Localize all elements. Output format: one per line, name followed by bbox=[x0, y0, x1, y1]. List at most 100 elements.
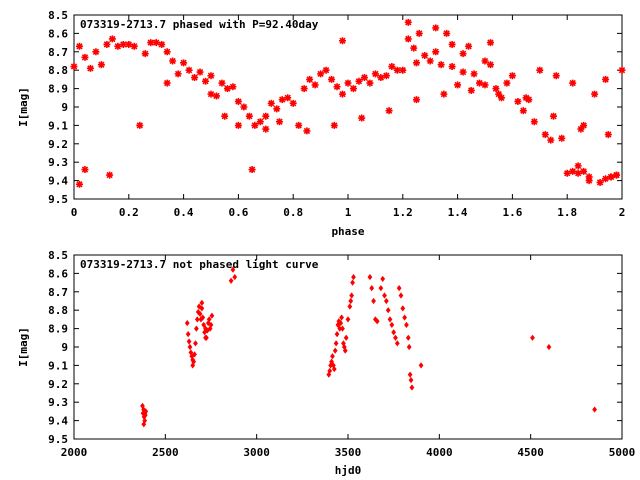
phased-data-point bbox=[202, 77, 210, 85]
phased-data-point bbox=[328, 75, 336, 83]
unphased-data-point bbox=[385, 307, 391, 314]
unphased-x-tick-label: 2000 bbox=[61, 446, 88, 459]
phased-data-point bbox=[440, 90, 448, 98]
phased-x-tick-label: 1.2 bbox=[393, 206, 413, 219]
unphased-data-point bbox=[387, 316, 393, 323]
unphased-data-point bbox=[367, 273, 373, 281]
phased-data-point bbox=[618, 66, 626, 74]
phased-data-point bbox=[169, 57, 177, 65]
phased-x-tick-label: 1.6 bbox=[502, 206, 522, 219]
phased-data-point bbox=[303, 127, 311, 135]
phased-data-point bbox=[174, 70, 182, 78]
phased-data-point bbox=[580, 121, 588, 129]
unphased-data-point bbox=[330, 353, 335, 360]
unphased-x-tick-label: 4500 bbox=[517, 446, 544, 459]
phased-data-point bbox=[114, 42, 122, 50]
phased-data-point bbox=[311, 81, 319, 89]
unphased-data-point bbox=[331, 365, 337, 373]
phased-y-tick-label: 8.5 bbox=[48, 9, 68, 22]
phased-data-point bbox=[75, 180, 83, 188]
phased-data-point bbox=[497, 94, 505, 102]
phased-data-point bbox=[86, 64, 94, 72]
phased-x-tick-label: 0.6 bbox=[228, 206, 248, 219]
phased-data-point bbox=[191, 74, 199, 82]
unphased-data-point bbox=[546, 343, 552, 351]
phased-data-point bbox=[273, 105, 281, 113]
phased-data-point bbox=[536, 66, 544, 74]
unphased-x-tick-label: 4000 bbox=[426, 446, 453, 459]
phased-chart-title: 073319-2713.7 phased with P=92.40day bbox=[80, 18, 319, 31]
unphased-data-point bbox=[196, 303, 202, 310]
phased-data-point bbox=[330, 121, 338, 129]
unphased-data-point bbox=[209, 312, 215, 319]
phased-data-point bbox=[212, 92, 220, 100]
unphased-data-point bbox=[345, 316, 351, 323]
unphased-y-tick-label: 9.4 bbox=[48, 415, 68, 428]
phased-x-tick-label: 2 bbox=[619, 206, 626, 219]
phased-x-tick-label: 0.4 bbox=[174, 206, 194, 219]
phased-data-point bbox=[591, 90, 599, 98]
phased-data-point bbox=[141, 50, 149, 58]
unphased-data-point bbox=[207, 325, 213, 332]
unphased-data-point bbox=[201, 321, 207, 329]
phased-data-point bbox=[70, 63, 78, 71]
phased-data-point bbox=[344, 79, 352, 87]
unphased-data-point bbox=[228, 277, 234, 284]
phased-data-point bbox=[251, 121, 259, 129]
phased-data-point bbox=[322, 66, 330, 74]
unphased-data-point bbox=[193, 340, 198, 347]
phased-y-axis-title: I[mag] bbox=[17, 87, 30, 127]
unphased-data-point bbox=[382, 292, 387, 299]
unphased-data-point bbox=[186, 338, 192, 345]
phased-data-point bbox=[125, 40, 133, 48]
unphased-data-point bbox=[402, 314, 408, 321]
unphased-data-point bbox=[391, 329, 397, 336]
phased-x-tick-label: 1.4 bbox=[448, 206, 468, 219]
unphased-data-point bbox=[192, 351, 197, 358]
phased-data-point bbox=[459, 50, 467, 58]
phased-data-point bbox=[569, 79, 577, 87]
unphased-data-point bbox=[409, 384, 415, 391]
unphased-data-point bbox=[334, 331, 340, 338]
phased-data-point bbox=[432, 48, 440, 56]
unphased-data-point bbox=[208, 321, 214, 329]
phased-x-tick-label: 0.2 bbox=[119, 206, 139, 219]
unphased-data-point bbox=[530, 334, 535, 341]
unphased-y-tick-label: 8.8 bbox=[48, 304, 68, 317]
phased-data-point bbox=[295, 121, 303, 129]
phased-data-point bbox=[596, 178, 604, 186]
unphased-data-point bbox=[332, 347, 338, 354]
unphased-data-point bbox=[141, 421, 147, 428]
unphased-data-point bbox=[199, 299, 205, 306]
unphased-data-points bbox=[140, 266, 597, 428]
phased-data-point bbox=[108, 35, 116, 43]
unphased-data-point bbox=[197, 310, 203, 317]
unphased-data-point bbox=[378, 285, 384, 292]
phased-data-point bbox=[152, 39, 160, 47]
phased-data-point bbox=[317, 70, 325, 78]
unphased-data-point bbox=[380, 275, 386, 283]
phased-data-point bbox=[437, 61, 445, 69]
phased-data-point bbox=[278, 96, 286, 104]
phased-data-point bbox=[284, 94, 292, 102]
phased-y-tick-label: 8.9 bbox=[48, 83, 68, 96]
unphased-data-point bbox=[342, 347, 348, 354]
unphased-data-point bbox=[327, 367, 333, 375]
phased-data-point bbox=[377, 74, 385, 82]
phased-x-tick-label: 1 bbox=[345, 206, 352, 219]
unphased-x-axis-title: hjd0 bbox=[335, 464, 362, 477]
unphased-data-point bbox=[396, 285, 402, 292]
phased-data-point bbox=[580, 167, 588, 175]
phased-data-point bbox=[503, 79, 511, 87]
phased-data-point bbox=[426, 57, 434, 65]
phased-data-point bbox=[448, 40, 456, 48]
phased-data-point bbox=[256, 118, 264, 126]
phased-data-point bbox=[339, 90, 347, 98]
phased-data-point bbox=[229, 83, 237, 91]
phased-data-point bbox=[470, 70, 478, 78]
unphased-y-tick-label: 9.1 bbox=[48, 359, 68, 372]
unphased-data-point bbox=[194, 316, 200, 323]
phased-data-point bbox=[103, 40, 111, 48]
phased-data-point bbox=[486, 61, 494, 69]
